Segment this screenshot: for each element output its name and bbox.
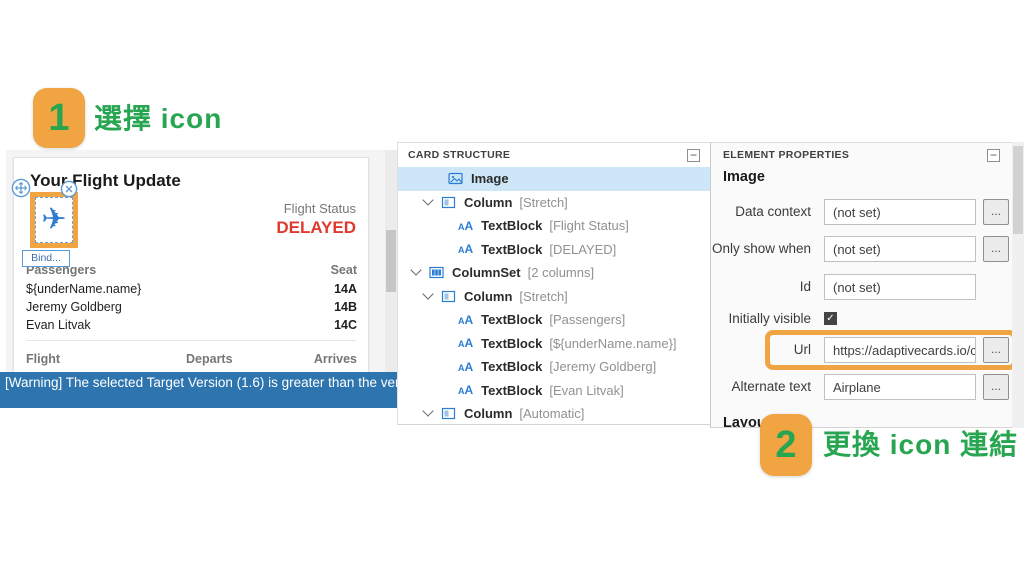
textblock-icon: AA [458, 383, 474, 398]
data-context-row: Data context ... [711, 199, 1012, 225]
column-icon [441, 196, 456, 209]
textblock-icon: AA [458, 312, 474, 327]
tree-item-textblock[interactable]: AA TextBlock [Flight Status] [458, 218, 629, 234]
tree-item-textblock[interactable]: AA TextBlock [Jeremy Goldberg] [458, 359, 657, 375]
only-show-when-input[interactable] [824, 236, 976, 262]
textblock-icon: AA [458, 359, 474, 374]
card-structure-title: CARD STRUCTURE [408, 149, 511, 161]
initially-visible-checkbox[interactable]: ✓ [824, 312, 837, 326]
data-context-input[interactable] [824, 199, 976, 225]
passenger-name: Jeremy Goldberg [26, 300, 122, 314]
tree-item-textblock[interactable]: AA TextBlock [Evan Litvak] [458, 382, 624, 398]
passengers-header-row[interactable]: Passengers Seat [26, 263, 357, 277]
id-input[interactable] [824, 274, 976, 300]
departs-header: Departs [186, 352, 233, 366]
passenger-row[interactable]: Evan Litvak 14C [26, 318, 357, 332]
column-icon [441, 407, 456, 420]
image-element[interactable]: ✈ [35, 197, 73, 243]
id-row: Id [711, 274, 1012, 300]
data-context-ellipsis-button[interactable]: ... [983, 199, 1009, 225]
tree-item-column[interactable]: Column [Stretch] [398, 285, 710, 309]
card-structure-panel: CARD STRUCTURE − Image Column [Stretch] … [397, 142, 710, 425]
url-ellipsis-button[interactable]: ... [983, 337, 1009, 363]
only-show-when-ellipsis-button[interactable]: ... [983, 236, 1009, 262]
flight-header-row[interactable]: Flight Departs Arrives [26, 352, 357, 366]
chevron-down-icon[interactable] [422, 405, 434, 417]
passenger-seat: 14C [334, 318, 357, 332]
card-structure-tree: Image Column [Stretch] AA TextBlock [Fli… [398, 167, 710, 424]
textblock-icon: AA [458, 336, 474, 351]
passenger-name: ${underName.name} [26, 282, 142, 296]
id-label: Id [799, 279, 811, 295]
element-properties-title: ELEMENT PROPERTIES [723, 149, 850, 161]
seat-header: Seat [330, 263, 357, 277]
delete-element-icon[interactable] [60, 180, 78, 198]
layout-section-title: Layout [723, 415, 771, 428]
alternate-text-ellipsis-button[interactable]: ... [983, 374, 1009, 400]
initially-visible-row: Initially visible ✓ [711, 311, 1012, 327]
image-icon [448, 172, 463, 185]
data-context-label: Data context [735, 204, 811, 220]
element-properties-header: ELEMENT PROPERTIES − [711, 143, 1012, 167]
airplane-icon: ✈ [41, 202, 67, 237]
step-1-badge: 1 [33, 88, 85, 148]
properties-scrollbar-thumb[interactable] [1013, 146, 1023, 234]
only-show-when-label: Only show when [711, 241, 811, 257]
properties-scrollbar[interactable] [1012, 142, 1024, 428]
alternate-text-row: Alternate text ... [711, 374, 1012, 400]
flight-header: Flight [26, 352, 61, 366]
chevron-down-icon[interactable] [422, 288, 434, 300]
passenger-seat: 14A [334, 282, 357, 296]
element-properties-panel: ELEMENT PROPERTIES − Image Data context … [710, 142, 1012, 428]
bind-button[interactable]: Bind... [22, 250, 70, 267]
tree-item-column[interactable]: Column [Stretch] [398, 191, 710, 215]
passenger-row[interactable]: ${underName.name} 14A [26, 282, 357, 296]
step-2-label: 更換 icon 連結 [823, 429, 1019, 460]
initially-visible-label: Initially visible [728, 311, 811, 326]
preview-scrollbar-thumb[interactable] [386, 230, 396, 292]
textblock-icon: AA [458, 218, 474, 233]
tree-item-textblock[interactable]: AA TextBlock [${underName.name}] [458, 335, 677, 351]
url-label: Url [793, 342, 811, 358]
chevron-down-icon[interactable] [410, 264, 422, 276]
step-2-badge: 2 [760, 414, 812, 476]
alternate-text-label: Alternate text [731, 379, 811, 395]
only-show-when-row: Only show when ... [711, 236, 1012, 262]
textblock-icon: AA [458, 242, 474, 257]
move-element-icon[interactable] [11, 178, 31, 198]
card-structure-header: CARD STRUCTURE − [398, 143, 710, 167]
passenger-name: Evan Litvak [26, 318, 91, 332]
warning-bar: [Warning] The selected Target Version (1… [0, 372, 397, 408]
step-1-label: 選擇 icon [94, 103, 223, 134]
alternate-text-input[interactable] [824, 374, 976, 400]
tree-item-image[interactable]: Image [398, 167, 710, 191]
flight-status-label-textblock[interactable]: Flight Status [283, 201, 356, 216]
url-row: Url ... [711, 337, 1012, 363]
tree-item-column[interactable]: Column [Automatic] [398, 402, 710, 424]
card-divider [26, 340, 356, 341]
collapse-icon[interactable]: − [687, 148, 700, 162]
column-icon [441, 290, 456, 303]
card-title-textblock[interactable]: Your Flight Update [30, 171, 181, 190]
chevron-down-icon[interactable] [422, 194, 434, 206]
image-section-title: Image [723, 169, 765, 185]
columnset-icon [429, 266, 444, 279]
tree-item-textblock[interactable]: AA TextBlock [DELAYED] [458, 241, 617, 257]
url-input[interactable] [824, 337, 976, 363]
passenger-row[interactable]: Jeremy Goldberg 14B [26, 300, 357, 314]
tree-item-columnset[interactable]: ColumnSet [2 columns] [398, 261, 710, 285]
arrives-header: Arrives [313, 352, 357, 366]
flight-status-value-textblock[interactable]: DELAYED [276, 218, 356, 237]
collapse-icon[interactable]: − [987, 148, 1000, 162]
tree-item-textblock[interactable]: AA TextBlock [Passengers] [458, 312, 626, 328]
selected-image-highlight: ✈ [30, 192, 78, 248]
adaptive-card-preview: Your Flight Update ✈ Bind... Flight Stat… [11, 157, 369, 372]
card-preview-canvas: Your Flight Update ✈ Bind... Flight Stat… [6, 150, 397, 372]
preview-scrollbar[interactable] [385, 150, 397, 372]
passenger-seat: 14B [334, 300, 357, 314]
